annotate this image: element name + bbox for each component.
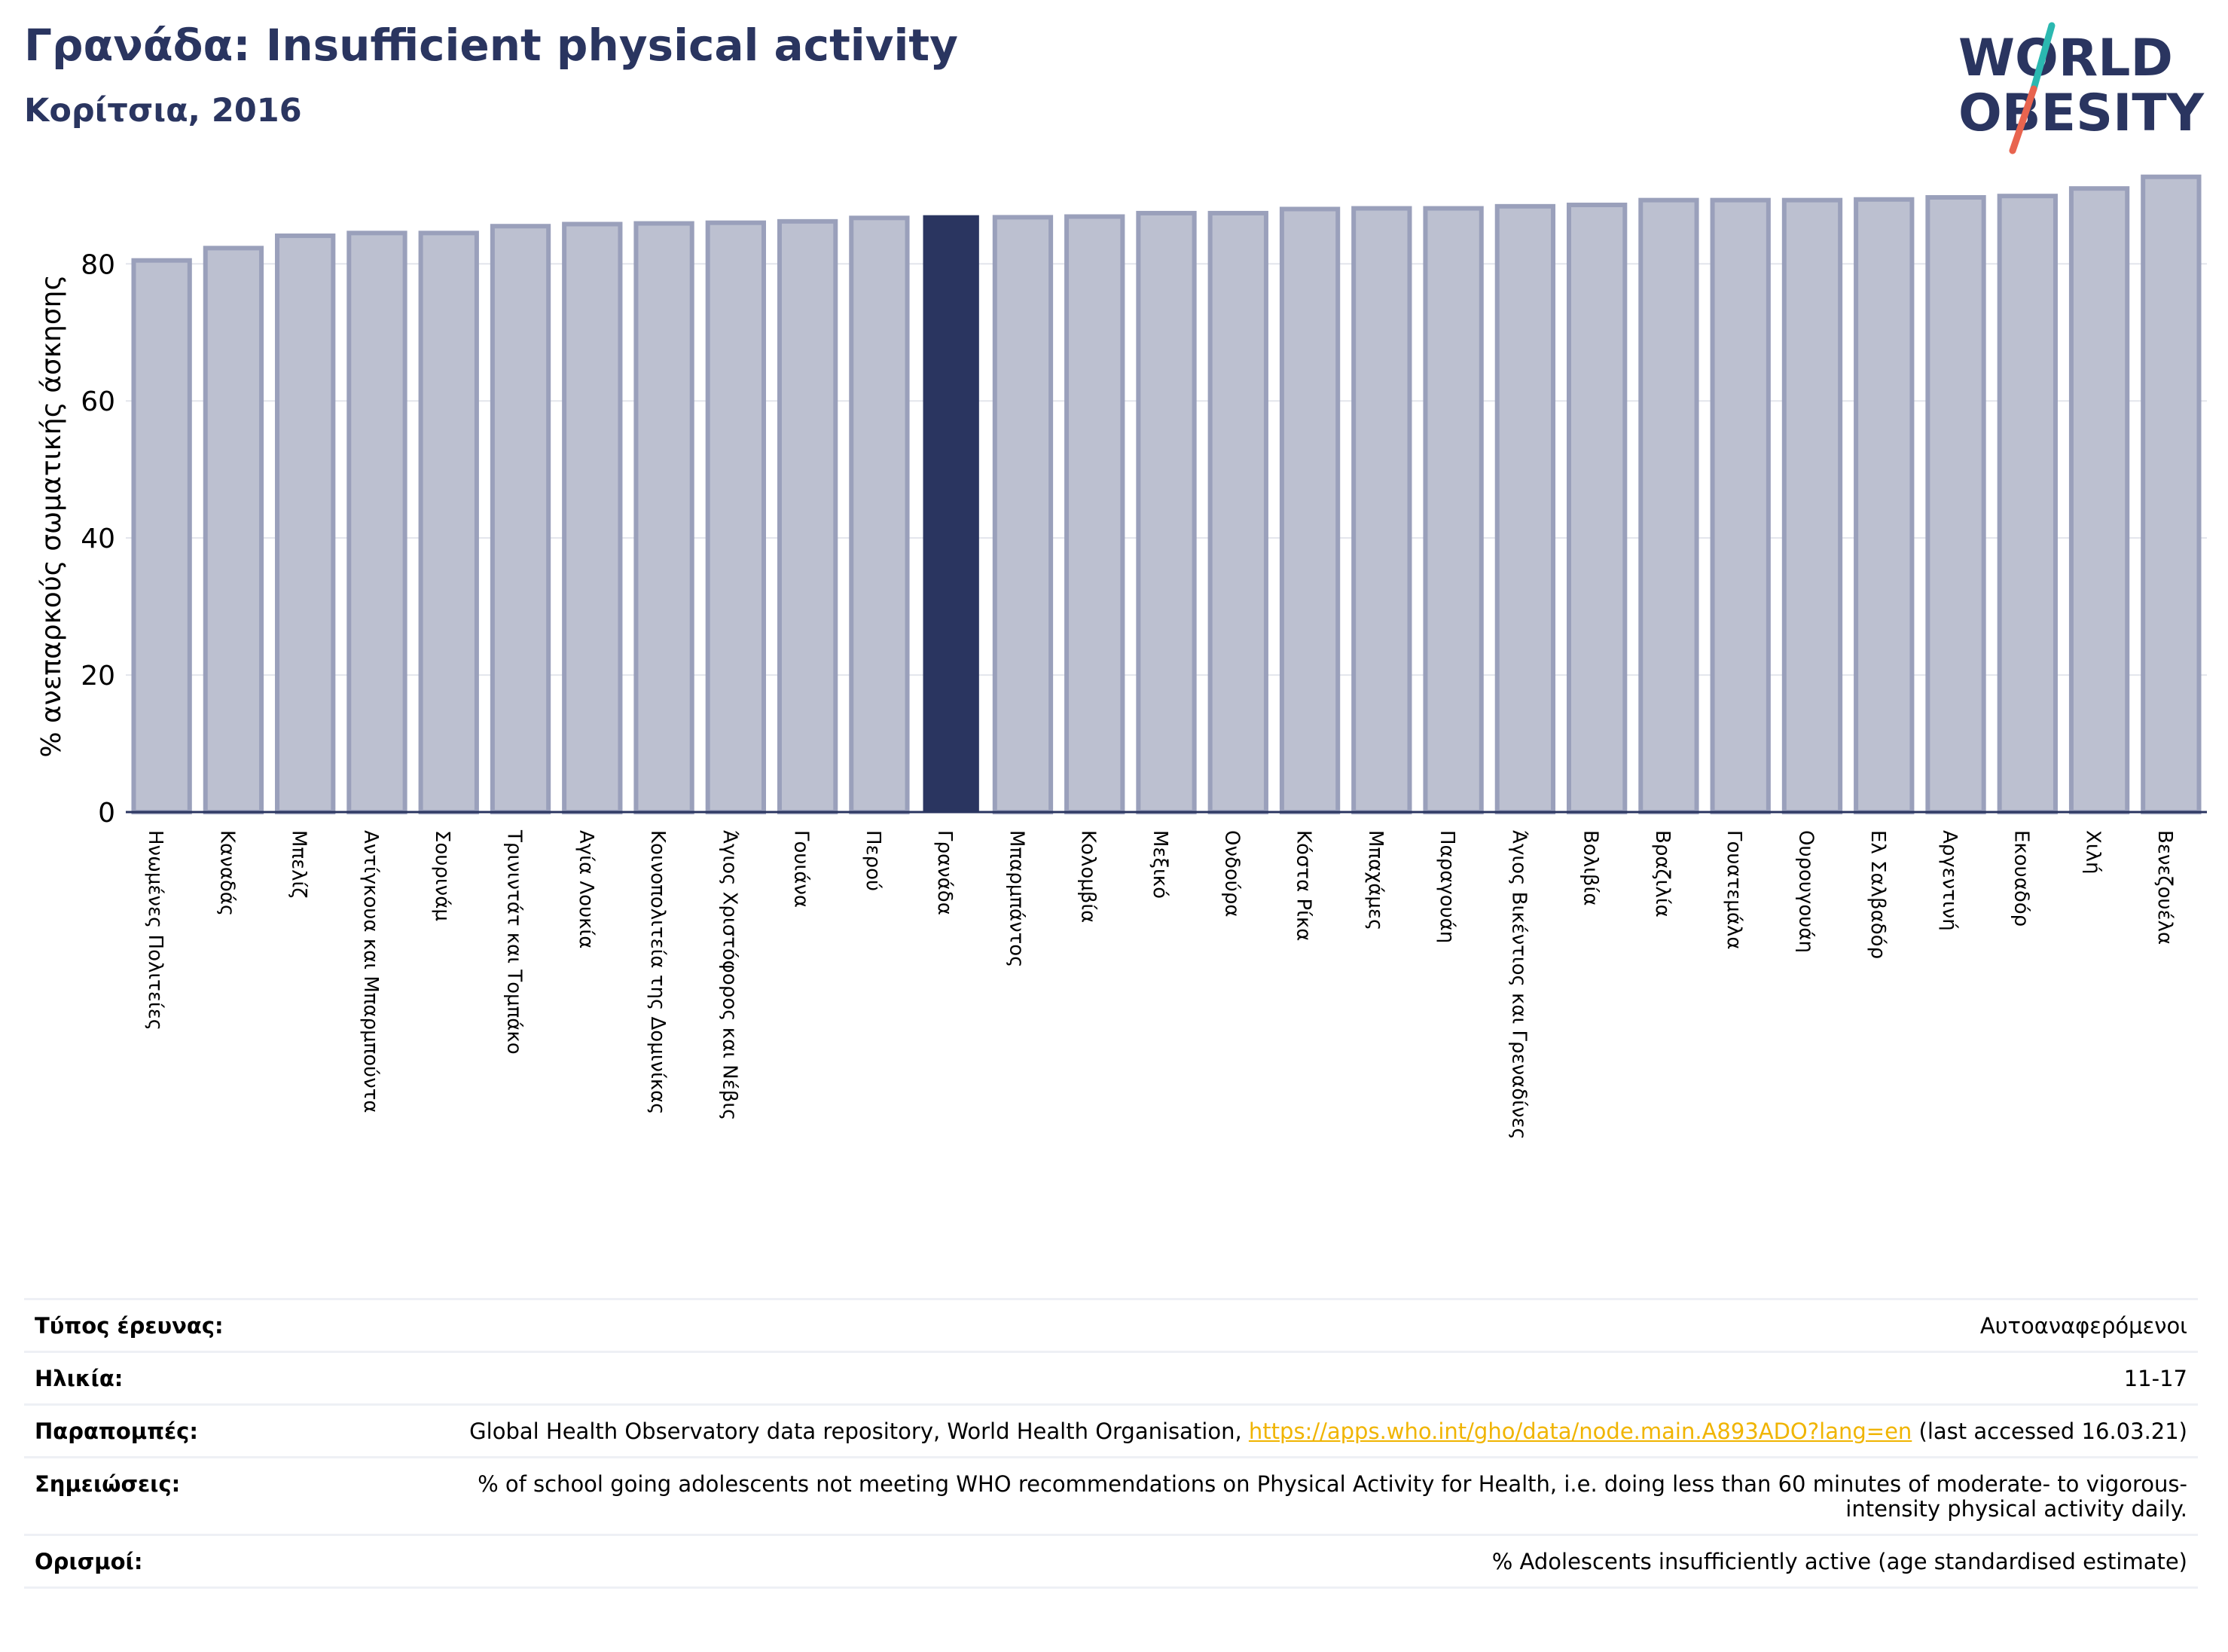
- chart-subtitle: Κορίτσια, 2016: [24, 92, 302, 130]
- bar: [131, 258, 192, 815]
- meta-row: Ηλικία: 11-17: [24, 1353, 2198, 1406]
- y-tick-label: 80: [81, 249, 115, 280]
- bar: [490, 224, 551, 814]
- x-tick-label: Παραγουάη: [1436, 830, 1458, 943]
- y-tick-label: 60: [81, 386, 115, 417]
- x-tick-label: Μπαχάμες: [1364, 830, 1387, 930]
- bar: [2068, 186, 2130, 814]
- bar: [2141, 174, 2202, 815]
- y-axis-label: % ανεπαρκούς σωματικής άσκησης: [36, 274, 67, 757]
- meta-value: Αυτοαναφερόμενοι: [1979, 1313, 2187, 1339]
- meta-row: Παραπομπές: Global Health Observatory dat…: [24, 1406, 2198, 1458]
- bar: [1423, 206, 1484, 814]
- x-tick-label: Εκουαδόρ: [2010, 830, 2032, 927]
- bar: [1207, 210, 1268, 814]
- logo-line-world: WORLD: [1958, 29, 2173, 88]
- bar: [1638, 197, 1699, 814]
- x-tick-label: Βολιβία: [1579, 830, 1602, 905]
- bar: [1279, 206, 1341, 814]
- meta-label: Σημειώσεις:: [35, 1471, 181, 1497]
- meta-label: Παραπομπές:: [35, 1418, 198, 1444]
- bars: [131, 174, 2202, 815]
- bar: [1494, 203, 1556, 814]
- bar: [992, 215, 1054, 814]
- bar-chart: 0 20 40 60 80 Ηνωμένες Πολιτείες Καναδάς Μπελί…: [36, 174, 2207, 1140]
- x-tick-label: Σουρινάμ: [431, 830, 453, 921]
- bar: [1854, 197, 1915, 814]
- x-tick-label: Ονδούρα: [1220, 830, 1243, 918]
- logo-slash-top: [2030, 22, 2056, 93]
- meta-value: 11-17: [2123, 1366, 2187, 1391]
- x-tick-label: Αγία Λουκία: [575, 830, 597, 948]
- bar-highlight: [923, 215, 979, 812]
- x-tick-label: Ουρουγουάη: [1794, 830, 1817, 953]
- world-obesity-logo: WORLD OBESITY: [1958, 22, 2205, 154]
- x-tick-label: Μπαρμπάντος: [1005, 830, 1027, 967]
- bar: [1997, 194, 2058, 814]
- reference-link[interactable]: https://apps.who.int/gho/data/node.main.…: [1248, 1418, 1912, 1444]
- meta-row: Σημειώσεις: % of school going adolescents…: [24, 1458, 2198, 1536]
- x-tick-label: Ελ Σαλβαδόρ: [1866, 830, 1889, 959]
- x-tick-label: Περού: [862, 830, 884, 891]
- x-tick-label: Γρανάδα: [933, 830, 956, 915]
- x-tick-label: Άγιος Βικέντιος και Γρεναδίνες: [1507, 830, 1530, 1140]
- logo-slash-bottom: [2009, 85, 2037, 154]
- x-tick-label: Άγιος Χριστόφορος και Νέβις: [718, 830, 740, 1120]
- x-tick-label: Κόστα Ρίκα: [1293, 830, 1315, 941]
- x-tick-label: Γουιάνα: [790, 830, 813, 908]
- y-tick-label: 40: [81, 524, 115, 554]
- x-tick-label: Αργεντινή: [1938, 830, 1961, 931]
- metadata-table: Τύπος έρευνας: Αυτοαναφερόμενοι Ηλικία: 11-…: [24, 1298, 2198, 1589]
- x-tick-label: Κοινοπολιτεία της Δομινίκας: [646, 830, 669, 1115]
- chart-title: Γρανάδα: Insufficient physical activity: [24, 20, 958, 71]
- x-tick-label: Τρινιντάτ και Τομπάκο: [503, 829, 526, 1055]
- bar: [1781, 197, 1843, 814]
- x-tick-label: Γουατεμάλα: [1723, 830, 1745, 950]
- x-tick-label: Καναδάς: [215, 830, 238, 916]
- meta-value: % Adolescents insufficiently active (age…: [1491, 1549, 2187, 1574]
- y-tick-label: 20: [81, 661, 115, 692]
- bar: [849, 215, 910, 814]
- meta-label: Ηλικία:: [35, 1366, 124, 1391]
- bar: [275, 233, 336, 814]
- x-tick-label: Μπελίζ: [288, 830, 310, 898]
- x-tick-label: Βενεζουέλα: [2153, 830, 2176, 945]
- bar: [346, 231, 407, 814]
- bar: [705, 220, 767, 814]
- bar: [562, 221, 623, 814]
- meta-row: Ορισμοί: % Adolescents insufficiently act…: [24, 1536, 2198, 1589]
- x-tick-label: Βραζιλία: [1651, 830, 1674, 918]
- bar: [1351, 206, 1412, 814]
- x-tick-label: Ηνωμένες Πολιτείες: [144, 830, 166, 1031]
- bar: [1566, 203, 1628, 814]
- bar: [1710, 197, 1771, 814]
- bar: [203, 246, 264, 814]
- x-tick-label: Χιλή: [2082, 830, 2104, 874]
- bar: [1136, 210, 1197, 814]
- x-tick-label: Αντίγκουα και Μπαρμπούντα: [359, 830, 382, 1113]
- meta-value: % of school going adolescents not meetin…: [478, 1471, 2187, 1522]
- meta-value-text: Global Health Observatory data repositor…: [469, 1418, 1249, 1444]
- x-tick-label: Κολομβία: [1077, 830, 1100, 923]
- y-tick-label: 0: [98, 798, 115, 829]
- bar: [1064, 214, 1125, 815]
- meta-row: Τύπος έρευνας: Αυτοαναφερόμενοι: [24, 1300, 2198, 1353]
- x-tick-label: Μεξικό: [1149, 830, 1171, 899]
- x-tick-labels: Ηνωμένες Πολιτείες Καναδάς Μπελίζ Αντίγκουα…: [144, 829, 2176, 1140]
- meta-label: Ορισμοί:: [35, 1549, 143, 1574]
- bar: [633, 221, 694, 814]
- bar: [777, 218, 838, 814]
- logo-line-obesity: OBESITY: [1958, 84, 2205, 143]
- meta-label: Τύπος έρευνας:: [35, 1313, 224, 1339]
- meta-value: Global Health Observatory data repositor…: [469, 1419, 2187, 1444]
- bar: [418, 231, 479, 814]
- bar: [1925, 195, 1986, 814]
- y-tick-labels: 0 20 40 60 80: [81, 249, 115, 829]
- meta-value-text: (last accessed 16.03.21): [1912, 1418, 2188, 1444]
